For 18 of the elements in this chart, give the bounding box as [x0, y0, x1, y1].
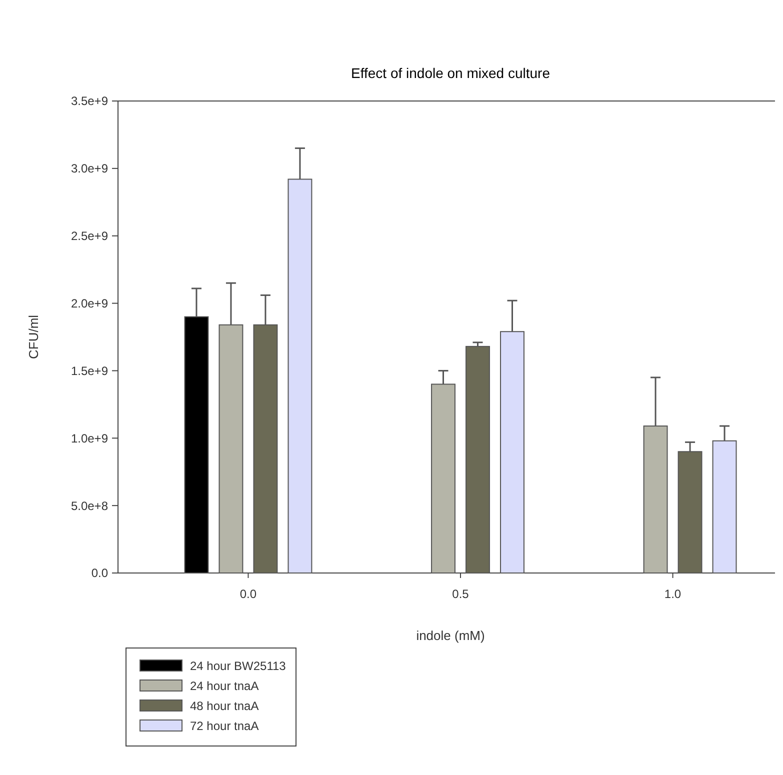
- x-tick-label: 1.0: [664, 587, 682, 601]
- y-tick-label: 0.0: [91, 566, 108, 580]
- x-tick-label: 0.5: [452, 587, 470, 601]
- y-tick-label: 3.0e+9: [70, 162, 108, 176]
- y-tick-label: 2.0e+9: [70, 296, 108, 310]
- y-tick-label: 1.5e+9: [70, 364, 108, 378]
- legend-label: 72 hour tnaA: [190, 719, 259, 734]
- y-tick-label: 2.5e+9: [70, 229, 108, 244]
- x-axis-title: indole (mM): [416, 628, 485, 643]
- chart-title: Effect of indole on mixed culture: [351, 65, 550, 81]
- legend-label: 48 hour tnaA: [190, 699, 259, 714]
- y-tick-label: 5.0e+8: [70, 498, 108, 513]
- x-tick-label: 0.0: [240, 587, 257, 601]
- legend-label: 24 hour BW25113: [190, 659, 286, 674]
- y-axis-title: CFU/ml: [26, 314, 41, 360]
- legend-label: 24 hour tnaA: [190, 679, 259, 694]
- y-tick-label: 1.0e+9: [70, 431, 108, 446]
- y-tick-label: 3.5e+9: [70, 94, 108, 108]
